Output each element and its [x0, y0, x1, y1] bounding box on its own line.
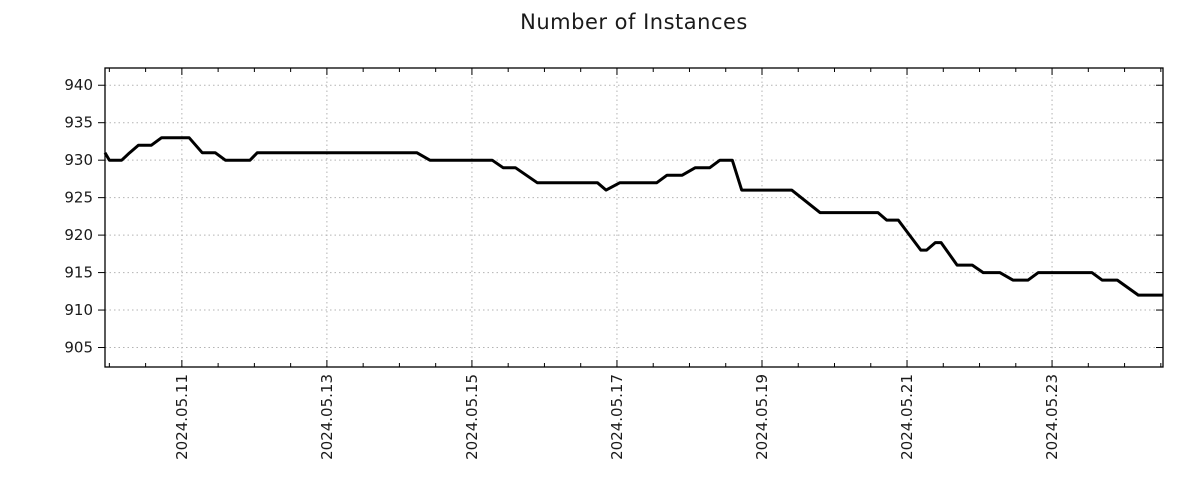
x-tick-label: 2024.05.11 — [173, 374, 191, 460]
x-tick-label: 2024.05.13 — [318, 374, 336, 460]
y-tick-label: 905 — [64, 339, 93, 357]
y-tick-label: 935 — [64, 114, 93, 132]
plot-border — [104, 67, 1164, 368]
x-tick-label: 2024.05.15 — [463, 374, 481, 460]
y-tick-label: 910 — [64, 301, 93, 319]
y-tick-label: 920 — [64, 226, 93, 244]
y-tick-label: 915 — [64, 264, 93, 282]
x-tick-label: 2024.05.17 — [608, 374, 626, 460]
y-tick-label: 930 — [64, 151, 93, 169]
y-tick-label: 925 — [64, 189, 93, 207]
x-tick-label: 2024.05.21 — [898, 374, 916, 460]
x-tick-label: 2024.05.19 — [753, 374, 771, 460]
y-tick-label: 940 — [64, 76, 93, 94]
data-line — [103, 136, 1163, 297]
chart-title: Number of Instances — [520, 10, 748, 34]
x-tick-label: 2024.05.23 — [1043, 374, 1061, 460]
